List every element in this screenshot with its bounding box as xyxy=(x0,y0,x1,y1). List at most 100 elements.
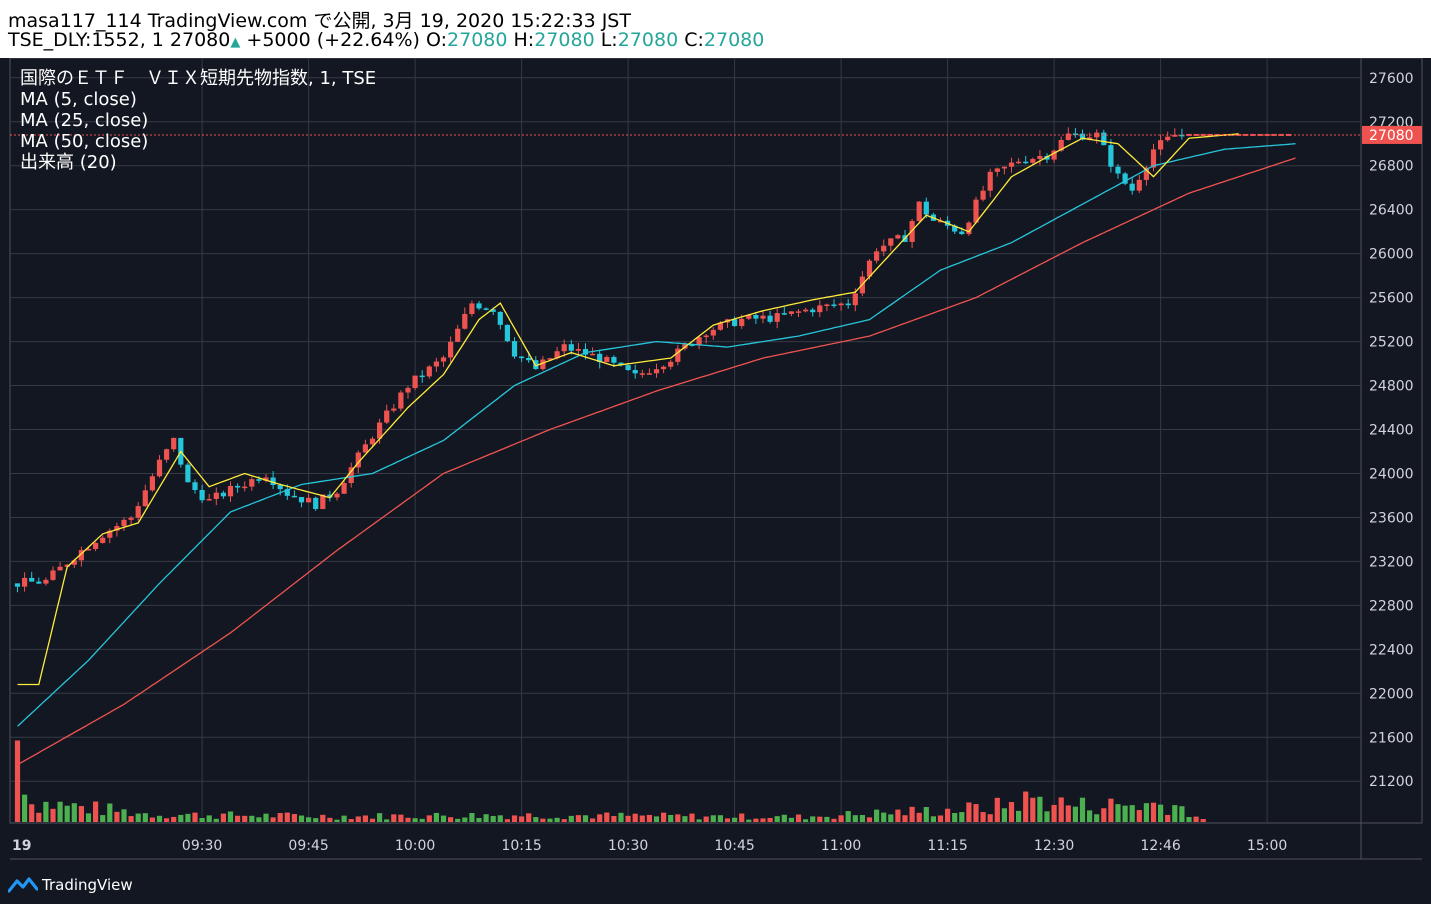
y-tick-label: 24400 xyxy=(1369,423,1414,439)
chart-area[interactable]: 21200 21600 22000 22400 22800 23200 23600 24000… xyxy=(0,58,1431,904)
volume-bar xyxy=(135,813,141,822)
candle-body xyxy=(937,220,944,223)
volume-bar xyxy=(377,813,383,822)
volume-bar xyxy=(597,814,603,822)
volume-bar xyxy=(405,817,411,822)
volume-bar xyxy=(1129,805,1135,822)
volume-bar xyxy=(980,812,986,822)
current-price-label: 27080 xyxy=(1369,128,1414,144)
volume-bar xyxy=(973,804,979,822)
volume-bar xyxy=(1023,791,1029,822)
candle-body xyxy=(838,303,844,306)
volume-bar xyxy=(1008,802,1015,822)
x-tick-label: 11:00 xyxy=(821,838,861,854)
candle-body xyxy=(1150,149,1157,168)
legend-ma50[interactable]: MA (50, close) xyxy=(20,131,149,152)
candle-body xyxy=(1023,161,1029,164)
volume-bar xyxy=(1179,806,1185,822)
volume-bar xyxy=(114,811,120,822)
volume-bar xyxy=(568,815,574,822)
volume-bar xyxy=(703,816,709,822)
volume-bar xyxy=(966,802,972,822)
volume-bar xyxy=(263,813,269,822)
candle-body xyxy=(973,199,979,223)
candle-body xyxy=(703,335,709,338)
volume-bar xyxy=(866,817,873,822)
candle-body xyxy=(590,353,596,356)
candle-body xyxy=(852,293,858,306)
candle-body xyxy=(1158,140,1164,150)
candle-body xyxy=(1214,133,1220,136)
candle-body xyxy=(1087,137,1093,140)
candle-body xyxy=(377,422,383,439)
volume-bar xyxy=(519,816,525,822)
tradingview-logo-icon xyxy=(8,877,38,893)
candle-body xyxy=(220,492,226,497)
legend-title[interactable]: 国際のＥＴＦ ＶＩＸ短期先物指数, 1, TSE xyxy=(20,68,377,89)
candle-body xyxy=(100,537,106,543)
legend-ma5[interactable]: MA (5, close) xyxy=(20,89,137,110)
volume-bar xyxy=(100,815,106,822)
volume-bar xyxy=(959,812,965,822)
low-label: L: xyxy=(600,29,618,51)
volume-bar xyxy=(320,814,326,822)
candle-body xyxy=(824,304,830,307)
volume-bar xyxy=(298,815,305,822)
volume-bar xyxy=(164,818,170,822)
volume-bar xyxy=(398,814,404,822)
candle-body xyxy=(639,373,645,375)
y-tick-label: 26800 xyxy=(1369,159,1414,175)
volume-bar xyxy=(902,815,908,822)
volume-bar xyxy=(632,813,638,822)
brand-label: TradingView xyxy=(42,876,133,894)
candle-body xyxy=(142,490,148,507)
tradingview-brand[interactable]: TradingView xyxy=(8,876,133,894)
candle-body xyxy=(298,497,305,503)
candle-body xyxy=(121,519,127,527)
candle-body xyxy=(1115,166,1121,174)
candle-body xyxy=(348,467,354,483)
candle-body xyxy=(185,464,191,483)
volume-bar xyxy=(199,818,205,822)
candle-body xyxy=(710,329,716,336)
volume-bar xyxy=(36,812,42,822)
chart-legend: 国際のＥＴＦ ＶＩＸ短期先物指数, 1, TSE MA (5, close) M… xyxy=(20,68,376,173)
candle-body xyxy=(455,328,461,342)
volume-bar xyxy=(554,817,560,822)
volume-bar xyxy=(1101,808,1107,822)
volume-bar xyxy=(987,814,993,822)
y-tick-label: 21600 xyxy=(1369,730,1414,746)
candle-body xyxy=(405,388,411,393)
candle-body xyxy=(398,392,404,409)
candle-body xyxy=(732,319,738,327)
legend-ma25[interactable]: MA (25, close) xyxy=(20,110,149,131)
price-chart[interactable]: 21200 21600 22000 22400 22800 23200 23600 24000… xyxy=(0,58,1431,904)
volume-bar xyxy=(14,740,21,822)
volume-bar xyxy=(369,818,376,822)
candle-body xyxy=(760,315,766,319)
candle-body xyxy=(1179,134,1185,137)
candle-body xyxy=(923,201,929,215)
volume-bar xyxy=(909,806,915,822)
candle-body xyxy=(249,479,255,487)
volume-bar xyxy=(994,797,1000,822)
volume-bar xyxy=(213,818,219,822)
candle-body xyxy=(1143,167,1149,180)
volume-bar xyxy=(945,808,951,822)
publish-info: masa117_114 TradingView.com で公開, 3月 19, … xyxy=(8,10,631,32)
volume-bar xyxy=(838,815,844,822)
volume-bar xyxy=(625,815,631,822)
candle-body xyxy=(412,375,418,389)
candle-body xyxy=(994,168,1000,172)
volume-bar xyxy=(171,816,177,822)
volume-bar xyxy=(334,819,340,822)
x-tick-label: 19 xyxy=(12,838,31,854)
candle-body xyxy=(1037,155,1043,159)
legend-volume[interactable]: 出来高 (20) xyxy=(20,152,117,173)
candle-body xyxy=(213,492,219,499)
candle-body xyxy=(966,222,972,235)
candle-body xyxy=(1186,133,1192,136)
volume-bar xyxy=(646,814,652,822)
candle-body xyxy=(263,477,269,481)
y-tick-label: 23200 xyxy=(1369,554,1414,570)
